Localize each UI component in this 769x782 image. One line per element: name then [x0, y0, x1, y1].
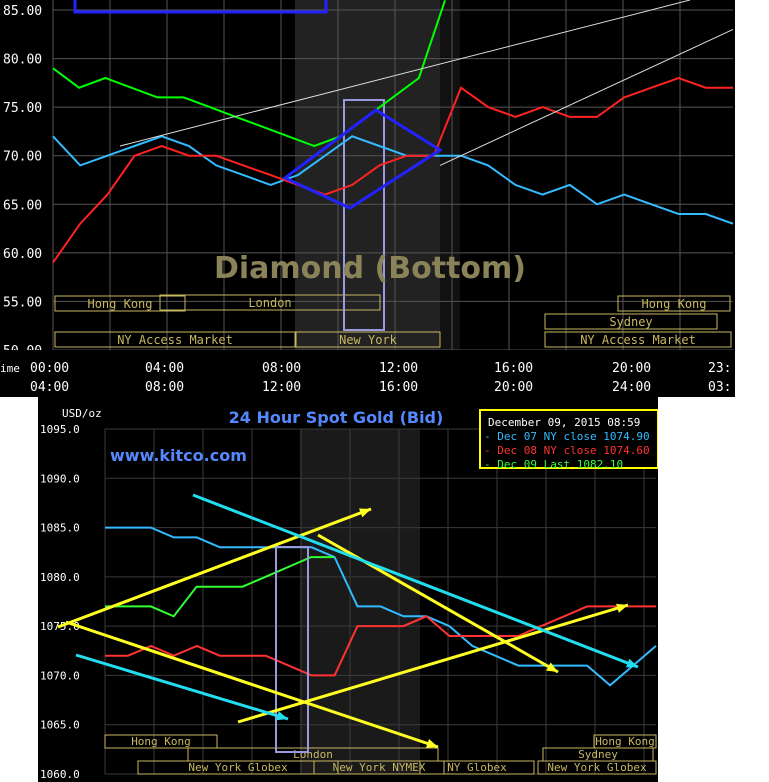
x-tick-label: 08:00	[262, 361, 301, 376]
y-tick-label: 1065.0	[40, 719, 80, 732]
session-label: New York Globex	[188, 761, 288, 774]
session-box	[295, 331, 441, 348]
session-label: Sydney	[609, 315, 652, 329]
x-tick-label-secondary: 12:00	[262, 380, 301, 395]
trend-arrow-head	[276, 711, 288, 721]
session-label: NY Globex	[447, 761, 507, 774]
trend-arrow	[65, 620, 439, 749]
trend-arrow-head	[359, 508, 371, 518]
session-label: New York	[339, 333, 398, 347]
y-tick-label: 1090.0	[40, 472, 80, 485]
legend-header: December 09, 2015 08:59	[488, 416, 640, 429]
session-box	[544, 313, 718, 330]
session-box	[54, 331, 296, 348]
y-tick-label: 75.00	[3, 101, 42, 116]
price-series-line	[105, 556, 334, 618]
y-tick-label: 85.00	[3, 4, 42, 19]
session-label: New York NYMEX	[333, 761, 426, 774]
y-tick-label: 1070.0	[40, 669, 80, 682]
chart-diamond-bottom: 85.0080.0075.0070.0065.0060.0055.0050.00…	[0, 0, 735, 397]
trend-arrow-head	[546, 662, 558, 672]
trend-arrow-head	[616, 603, 628, 613]
chart-diamond-bottom-canvas: 85.0080.0075.0070.0065.0060.0055.0050.00…	[0, 0, 735, 397]
ny-session-shade-dark	[440, 0, 460, 350]
x-tick-label-secondary: 24:00	[612, 380, 651, 395]
highlight-box	[275, 546, 309, 753]
legend-entry: - Dec 08 NY close 1074.60	[484, 444, 650, 457]
x-tick-label-secondary: 08:00	[145, 380, 184, 395]
y-tick-label: 1085.0	[40, 522, 80, 535]
watermark-url: www.kitco.com	[110, 446, 247, 465]
x-tick-label: 04:00	[145, 361, 184, 376]
x-tick-label-secondary: 04:00	[30, 380, 69, 395]
y-tick-label: 80.00	[3, 53, 42, 68]
y-axis-unit: USD/oz	[62, 407, 102, 420]
x-tick-label: 00:00	[30, 361, 69, 376]
price-series-line	[52, 0, 446, 148]
pattern-annotation: Diamond (Bottom)	[214, 251, 526, 286]
session-label: London	[293, 748, 333, 761]
x-axis-prefix: ime	[0, 362, 20, 375]
x-tick-label-secondary: 16:00	[379, 380, 418, 395]
ny-session-shade	[295, 0, 445, 350]
session-box	[54, 295, 186, 312]
session-box	[537, 760, 657, 775]
trend-arrow	[75, 653, 289, 721]
session-box	[419, 760, 535, 775]
legend-box-partial	[73, 0, 328, 14]
x-axis-band	[0, 350, 735, 397]
y-tick-label: 60.00	[3, 247, 42, 262]
session-label: NY Access Market	[117, 333, 233, 347]
x-tick-label: 16:00	[494, 361, 533, 376]
price-series-line	[52, 135, 734, 225]
y-tick-label: 65.00	[3, 198, 42, 213]
session-label: Sydney	[578, 748, 618, 761]
legend-entry: - Dec 09 Last 1082.10	[484, 458, 623, 471]
x-tick-label: 23:	[708, 361, 731, 376]
x-tick-label: 12:00	[379, 361, 418, 376]
chart-title: 24 Hour Spot Gold (Bid)	[229, 408, 444, 427]
session-label: New York Globex	[547, 761, 647, 774]
session-label: Hong Kong	[131, 735, 191, 748]
chart-24h-spot-gold-canvas: 1095.01090.01085.01080.01075.01070.01065…	[40, 407, 658, 781]
trend-arrow-head	[626, 658, 638, 668]
session-box	[137, 760, 339, 775]
session-box	[313, 760, 445, 775]
price-series-line	[52, 76, 733, 264]
trend-arrow	[192, 493, 639, 669]
highlight-box	[343, 99, 385, 331]
price-series-line	[105, 605, 656, 677]
session-label: NY Access Market	[580, 333, 696, 347]
chart-24h-spot-gold: 1095.01090.01085.01080.01075.01070.01065…	[38, 397, 658, 782]
legend-box	[479, 409, 658, 469]
legend-entry: - Dec 07 NY close 1074.90	[484, 430, 650, 443]
trend-arrow	[237, 603, 629, 724]
trend-arrow	[57, 507, 372, 629]
trend-line	[439, 28, 734, 166]
session-label: Hong Kong	[641, 297, 706, 311]
ny-session-shade	[300, 429, 420, 774]
session-box	[593, 734, 657, 749]
y-tick-label: 1080.0	[40, 571, 80, 584]
session-box	[159, 294, 381, 311]
price-series-line	[105, 526, 657, 687]
session-label: Hong Kong	[87, 297, 152, 311]
y-tick-label: 70.00	[3, 150, 42, 165]
y-tick-label: 55.00	[3, 295, 42, 310]
session-box	[544, 331, 732, 348]
trend-arrow-head	[426, 739, 438, 748]
session-label: Hong Kong	[595, 735, 655, 748]
x-tick-label-secondary: 20:00	[494, 380, 533, 395]
y-tick-label: 1060.0	[40, 768, 80, 781]
x-tick-label-secondary: 03:	[708, 380, 731, 395]
y-tick-label: 1095.0	[40, 423, 80, 436]
session-label: London	[248, 296, 291, 310]
diamond-pattern	[282, 108, 443, 210]
x-tick-label: 20:00	[612, 361, 651, 376]
session-box	[104, 734, 218, 749]
session-box	[617, 295, 731, 312]
trend-line	[119, 0, 691, 147]
